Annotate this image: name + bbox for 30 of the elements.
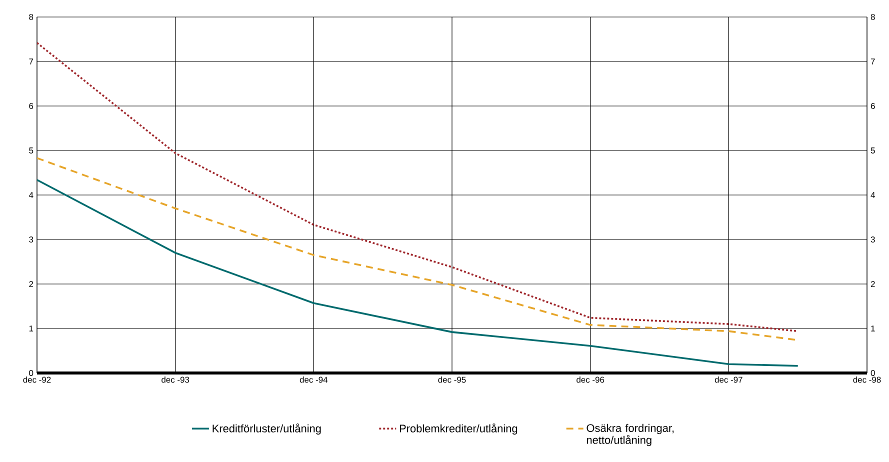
y-tick-label: 5 (29, 148, 34, 154)
y-tick-label: 0 (29, 370, 34, 376)
legend-label: Kreditförluster/utlåning (212, 423, 321, 435)
x-tick-label: dec -92 (23, 376, 51, 383)
line-series (37, 42, 799, 332)
y2-tick-label: 8 (870, 14, 875, 20)
legend-label: Osäkra fordringar, netto/utlåning (586, 424, 674, 446)
y2-tick-label: 3 (870, 236, 875, 242)
y2-tick-label: 2 (870, 281, 875, 287)
x-tick-label: dec -96 (576, 376, 604, 383)
y2-tick-label: 6 (870, 103, 875, 109)
y-tick-label: 3 (29, 236, 34, 242)
y-tick-label: 2 (29, 281, 34, 287)
y-tick-label: 6 (29, 103, 34, 109)
x-tick-label: dec -95 (438, 376, 466, 383)
x-tick-label: dec -93 (162, 376, 190, 383)
y2-tick-label: 0 (870, 370, 875, 376)
y2-tick-label: 4 (870, 192, 875, 198)
y-tick-label: 8 (29, 14, 34, 20)
y2-tick-label: 7 (870, 58, 875, 64)
y2-tick-label: 1 (871, 326, 875, 332)
x-tick-label: dec -98 (853, 376, 881, 383)
y-tick-label: 1 (29, 326, 34, 332)
line-series (37, 178, 799, 367)
y-tick-label: 4 (28, 192, 34, 198)
x-tick-label: dec -97 (714, 376, 742, 383)
legend-label: Problemkrediter/utlåning (400, 423, 518, 435)
y2-tick-label: 5 (870, 148, 875, 154)
y-tick-label: 7 (29, 58, 34, 64)
x-tick-label: dec -94 (300, 376, 328, 383)
